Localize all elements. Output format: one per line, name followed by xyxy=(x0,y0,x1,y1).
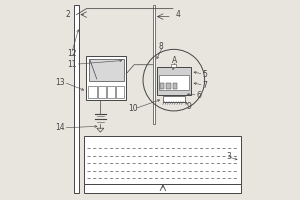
Bar xyxy=(107,86,115,98)
Bar xyxy=(158,75,189,90)
Bar xyxy=(88,86,97,98)
Bar xyxy=(166,83,171,89)
Text: 2: 2 xyxy=(65,10,70,19)
Bar xyxy=(85,184,242,193)
Text: 13: 13 xyxy=(55,78,64,87)
Bar xyxy=(172,83,177,89)
Text: 9: 9 xyxy=(186,102,191,111)
Text: 7: 7 xyxy=(202,81,207,90)
Bar xyxy=(89,59,124,81)
Text: 14: 14 xyxy=(55,123,64,132)
Bar xyxy=(160,83,164,89)
Text: 6: 6 xyxy=(196,91,201,100)
Bar xyxy=(163,96,185,102)
Bar xyxy=(157,67,191,95)
Bar xyxy=(116,86,124,98)
Text: 5: 5 xyxy=(202,70,207,79)
Bar xyxy=(172,64,176,67)
Text: 12: 12 xyxy=(67,49,76,58)
Text: 4: 4 xyxy=(176,10,180,19)
Bar xyxy=(98,86,106,98)
Text: 11: 11 xyxy=(67,60,76,69)
Text: 3: 3 xyxy=(226,152,231,161)
Bar xyxy=(153,5,155,124)
Bar xyxy=(74,5,79,193)
Bar xyxy=(85,136,242,185)
Text: 8: 8 xyxy=(158,42,163,51)
Text: A: A xyxy=(172,56,178,65)
Text: 10: 10 xyxy=(128,104,138,113)
Bar xyxy=(86,56,126,100)
